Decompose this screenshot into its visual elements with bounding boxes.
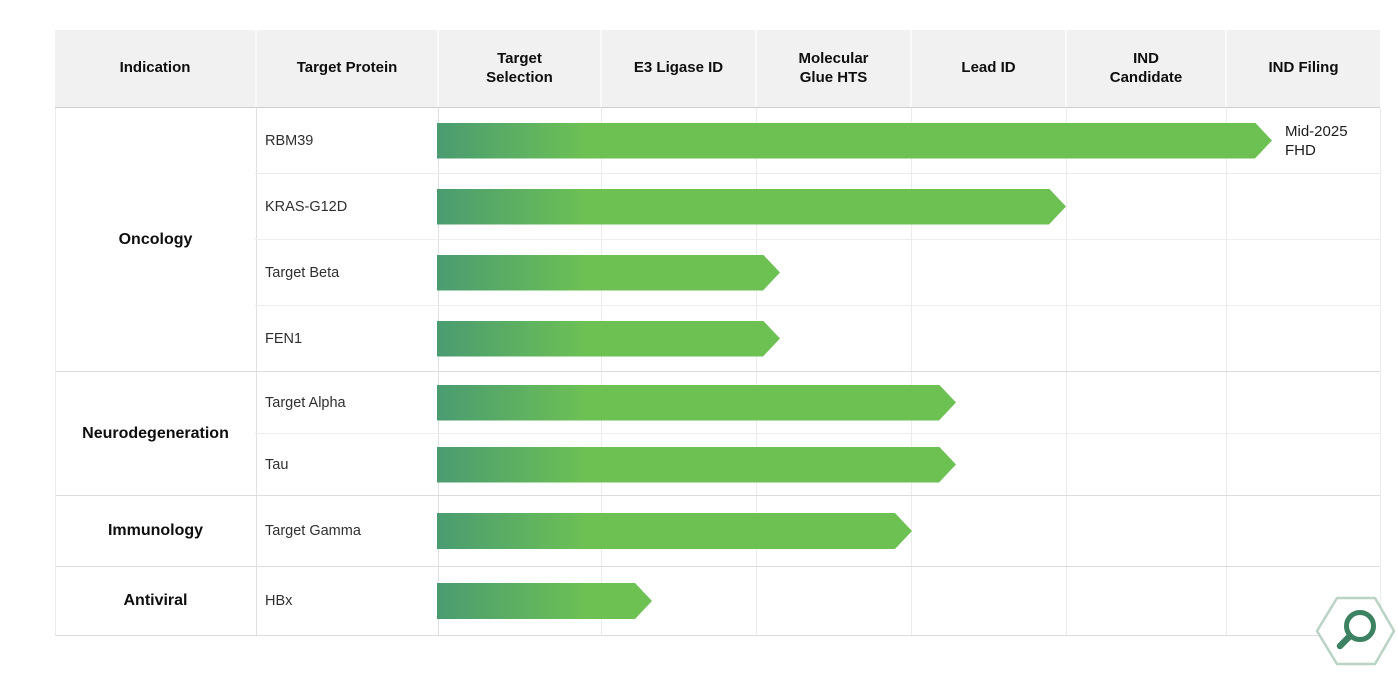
target-protein-cell: Target Alpha: [265, 394, 346, 411]
program-row: KRAS-G12D: [255, 173, 1380, 239]
column-header-e3-ligase-id: E3 Ligase ID: [600, 30, 755, 107]
program-row: Target Alpha: [255, 372, 1380, 433]
indication-cell: Neurodegeneration: [82, 424, 229, 442]
pipeline-progress-bar: [437, 123, 1272, 159]
pipeline-progress-bar: [437, 385, 956, 421]
program-row: Tau: [255, 433, 1380, 495]
target-protein-cell: FEN1: [265, 330, 303, 347]
program-row: HBx: [255, 567, 1380, 635]
chart-cell: [437, 174, 1380, 239]
magnifier-hexagon-icon: [1315, 596, 1396, 666]
pipeline-table: Indication Target Protein Target Selection…: [55, 30, 1381, 636]
target-protein-cell: RBM39: [265, 132, 314, 149]
table-body: Oncology RBM39 Mid-2025 FHD KRAS-G12D Target…: [55, 108, 1381, 636]
pipeline-progress-bar: [437, 583, 652, 619]
program-rows: RBM39 Mid-2025 FHD KRAS-G12D Target Beta FEN…: [255, 108, 1380, 371]
indication-group-immunology: Immunology Target Gamma: [56, 495, 1380, 566]
chart-cell: [437, 240, 1380, 305]
column-header-target-selection: Target Selection: [437, 30, 600, 107]
target-protein-cell: KRAS-G12D: [265, 198, 348, 215]
column-header-ind-filing: IND Filing: [1225, 30, 1380, 107]
chart-cell: [437, 496, 1380, 566]
chart-cell: Mid-2025 FHD: [437, 108, 1380, 173]
column-header-target-protein: Target Protein: [255, 30, 437, 107]
indication-cell: Immunology: [107, 522, 204, 539]
column-header-molecular-glue-hts: Molecular Glue HTS: [755, 30, 910, 107]
pipeline-progress-bar: [437, 321, 780, 357]
column-header-lead-id: Lead ID: [910, 30, 1065, 107]
pipeline-progress-bar: [437, 447, 956, 483]
column-header-ind-candidate: IND Candidate: [1065, 30, 1225, 107]
program-rows: HBx: [255, 567, 1380, 635]
pipeline-progress-bar: [437, 255, 780, 291]
target-protein-cell: Target Gamma: [265, 523, 361, 539]
program-row: RBM39 Mid-2025 FHD: [255, 108, 1380, 173]
chart-cell: [437, 567, 1380, 635]
program-row: Target Beta: [255, 239, 1380, 305]
target-protein-cell: HBx: [265, 593, 293, 609]
pipeline-progress-bar: [437, 189, 1066, 225]
indication-group-oncology: Oncology RBM39 Mid-2025 FHD KRAS-G12D Target…: [56, 108, 1380, 371]
program-rows: Target Alpha Tau: [255, 372, 1380, 495]
table-header-row: Indication Target Protein Target Selection…: [55, 30, 1380, 108]
program-row: FEN1: [255, 305, 1380, 371]
chart-cell: [437, 306, 1380, 371]
magnifier-badge[interactable]: [1313, 592, 1397, 670]
indication-cell: Oncology: [118, 230, 193, 248]
target-protein-cell: Target Beta: [265, 264, 340, 281]
gridline: [1380, 108, 1381, 635]
column-header-indication: Indication: [119, 59, 191, 77]
program-rows: Target Gamma: [255, 496, 1380, 566]
target-protein-cell: Tau: [265, 456, 289, 473]
milestone-annotation: Mid-2025 FHD: [1285, 122, 1348, 160]
pipeline-progress-bar: [437, 513, 912, 549]
indication-group-antiviral: Antiviral HBx: [56, 566, 1380, 635]
chart-cell: [437, 372, 1380, 433]
program-row: Target Gamma: [255, 496, 1380, 566]
indication-group-neurodegeneration: Neurodegeneration Target Alpha Tau: [56, 371, 1380, 495]
chart-cell: [437, 434, 1380, 495]
indication-cell: Antiviral: [123, 592, 188, 609]
